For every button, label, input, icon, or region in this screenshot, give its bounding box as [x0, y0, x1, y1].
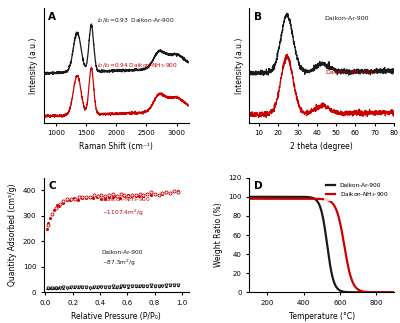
Text: $I_D/I_G$=0.94 Daikon-NH$_3$-900: $I_D/I_G$=0.94 Daikon-NH$_3$-900 — [97, 61, 178, 70]
Text: $I_D/I_G$=0.93  Daikon-Ar-900: $I_D/I_G$=0.93 Daikon-Ar-900 — [97, 16, 175, 25]
X-axis label: Relative Pressure (P/P₀): Relative Pressure (P/P₀) — [72, 311, 161, 320]
X-axis label: 2 theta (degree): 2 theta (degree) — [290, 142, 353, 151]
X-axis label: Temperature (°C): Temperature (°C) — [289, 311, 355, 320]
Y-axis label: Intensity (a.u.): Intensity (a.u.) — [235, 37, 244, 94]
Y-axis label: Intensity (a.u.): Intensity (a.u.) — [30, 37, 38, 94]
X-axis label: Raman Shift (cm⁻¹): Raman Shift (cm⁻¹) — [79, 142, 153, 151]
Text: Daikon-NH$_3$-900: Daikon-NH$_3$-900 — [324, 68, 376, 78]
Text: D: D — [254, 181, 262, 191]
Text: Daikon-Ar-900
~87.5m$^2$/g: Daikon-Ar-900 ~87.5m$^2$/g — [102, 250, 143, 268]
Text: B: B — [254, 12, 262, 22]
Text: A: A — [48, 12, 56, 22]
Y-axis label: Quantity Adsorbed (cm³/g): Quantity Adsorbed (cm³/g) — [8, 184, 17, 286]
Text: C: C — [48, 181, 56, 191]
Text: Daikon-Ar-900: Daikon-Ar-900 — [324, 16, 369, 21]
Text: Daikon-NH$_3$-900
~1107.4m$^2$/g: Daikon-NH$_3$-900 ~1107.4m$^2$/g — [102, 195, 151, 218]
Y-axis label: Weight Ratio (%): Weight Ratio (%) — [214, 203, 223, 267]
Legend: Daikon-Ar-900, Daikon-NH$_3$-900: Daikon-Ar-900, Daikon-NH$_3$-900 — [324, 181, 391, 201]
